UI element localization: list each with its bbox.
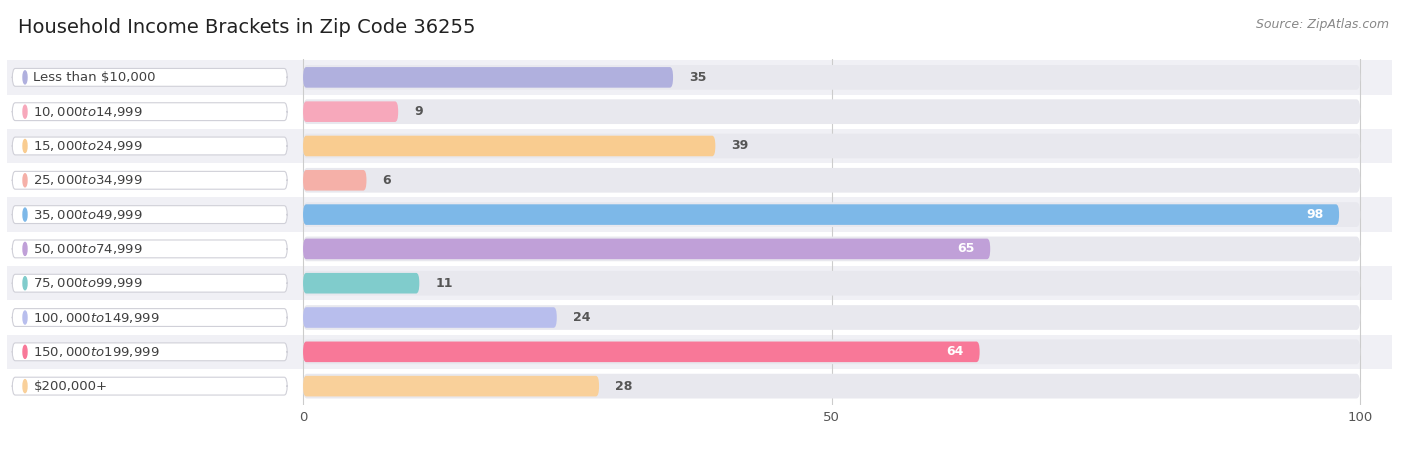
FancyBboxPatch shape: [304, 101, 398, 122]
Text: Household Income Brackets in Zip Code 36255: Household Income Brackets in Zip Code 36…: [18, 18, 475, 37]
FancyBboxPatch shape: [304, 202, 1360, 227]
Text: 39: 39: [731, 140, 748, 153]
Bar: [7, 198, 1392, 232]
FancyBboxPatch shape: [304, 376, 599, 396]
Text: $100,000 to $149,999: $100,000 to $149,999: [34, 310, 160, 324]
Bar: [7, 129, 1392, 163]
FancyBboxPatch shape: [304, 170, 367, 191]
FancyBboxPatch shape: [13, 171, 287, 189]
FancyBboxPatch shape: [304, 342, 980, 362]
Text: 65: 65: [957, 243, 974, 256]
FancyBboxPatch shape: [304, 134, 1360, 158]
Text: $150,000 to $199,999: $150,000 to $199,999: [34, 345, 160, 359]
Bar: [7, 60, 1392, 94]
Bar: [7, 232, 1392, 266]
Text: $50,000 to $74,999: $50,000 to $74,999: [34, 242, 143, 256]
FancyBboxPatch shape: [304, 273, 419, 293]
FancyBboxPatch shape: [304, 238, 990, 259]
FancyBboxPatch shape: [13, 377, 287, 395]
Text: $35,000 to $49,999: $35,000 to $49,999: [34, 207, 143, 221]
Text: 24: 24: [572, 311, 591, 324]
FancyBboxPatch shape: [304, 67, 673, 88]
FancyBboxPatch shape: [13, 103, 287, 121]
Text: $15,000 to $24,999: $15,000 to $24,999: [34, 139, 143, 153]
FancyBboxPatch shape: [13, 343, 287, 361]
FancyBboxPatch shape: [13, 68, 287, 86]
FancyBboxPatch shape: [304, 168, 1360, 193]
FancyBboxPatch shape: [304, 136, 716, 156]
Text: $10,000 to $14,999: $10,000 to $14,999: [34, 105, 143, 119]
Text: $200,000+: $200,000+: [34, 380, 107, 393]
Circle shape: [22, 208, 27, 221]
FancyBboxPatch shape: [13, 274, 287, 292]
Circle shape: [22, 277, 27, 290]
FancyBboxPatch shape: [304, 305, 1360, 330]
Circle shape: [22, 311, 27, 324]
Circle shape: [22, 380, 27, 393]
Circle shape: [22, 345, 27, 358]
Bar: [7, 335, 1392, 369]
Circle shape: [22, 140, 27, 153]
Circle shape: [22, 243, 27, 256]
Text: 64: 64: [946, 345, 963, 358]
Text: Less than $10,000: Less than $10,000: [34, 71, 156, 84]
Text: 98: 98: [1306, 208, 1323, 221]
Text: 9: 9: [413, 105, 423, 118]
Text: Source: ZipAtlas.com: Source: ZipAtlas.com: [1256, 18, 1389, 31]
Bar: [7, 94, 1392, 129]
FancyBboxPatch shape: [304, 99, 1360, 124]
FancyBboxPatch shape: [13, 240, 287, 258]
FancyBboxPatch shape: [304, 237, 1360, 261]
Bar: [7, 266, 1392, 300]
Text: $75,000 to $99,999: $75,000 to $99,999: [34, 276, 143, 290]
Circle shape: [22, 174, 27, 187]
Text: 6: 6: [382, 174, 391, 187]
Bar: [7, 369, 1392, 403]
FancyBboxPatch shape: [304, 374, 1360, 399]
FancyBboxPatch shape: [304, 307, 557, 328]
Text: 35: 35: [689, 71, 706, 84]
FancyBboxPatch shape: [13, 309, 287, 326]
Text: 11: 11: [436, 277, 453, 290]
Bar: [7, 300, 1392, 335]
FancyBboxPatch shape: [13, 137, 287, 155]
FancyBboxPatch shape: [304, 271, 1360, 296]
FancyBboxPatch shape: [304, 65, 1360, 90]
Circle shape: [22, 71, 27, 84]
Bar: [7, 163, 1392, 198]
Text: $25,000 to $34,999: $25,000 to $34,999: [34, 173, 143, 187]
FancyBboxPatch shape: [13, 206, 287, 224]
Text: 28: 28: [614, 380, 633, 393]
Circle shape: [22, 105, 27, 118]
FancyBboxPatch shape: [304, 204, 1339, 225]
FancyBboxPatch shape: [304, 339, 1360, 364]
